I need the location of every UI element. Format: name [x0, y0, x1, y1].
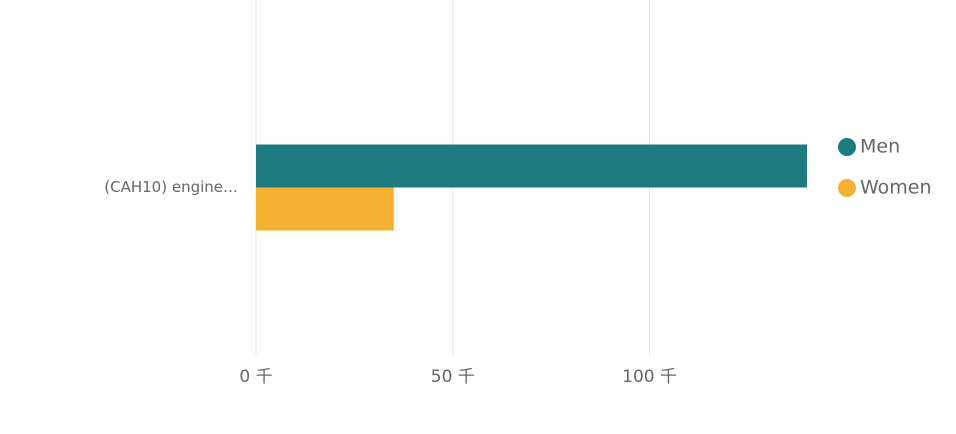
- x-tick-label: 100 千: [622, 367, 677, 387]
- legend-swatch: [838, 179, 856, 197]
- legend-label: Women: [860, 177, 932, 199]
- x-tick-label: 0 千: [239, 367, 272, 387]
- x-tick-label: 50 千: [431, 367, 475, 387]
- legend-label: Men: [860, 136, 900, 158]
- legend-swatch: [838, 138, 856, 156]
- y-tick-label: (CAH10) engine…: [104, 178, 238, 196]
- bar: [256, 187, 394, 231]
- bar: [256, 144, 807, 188]
